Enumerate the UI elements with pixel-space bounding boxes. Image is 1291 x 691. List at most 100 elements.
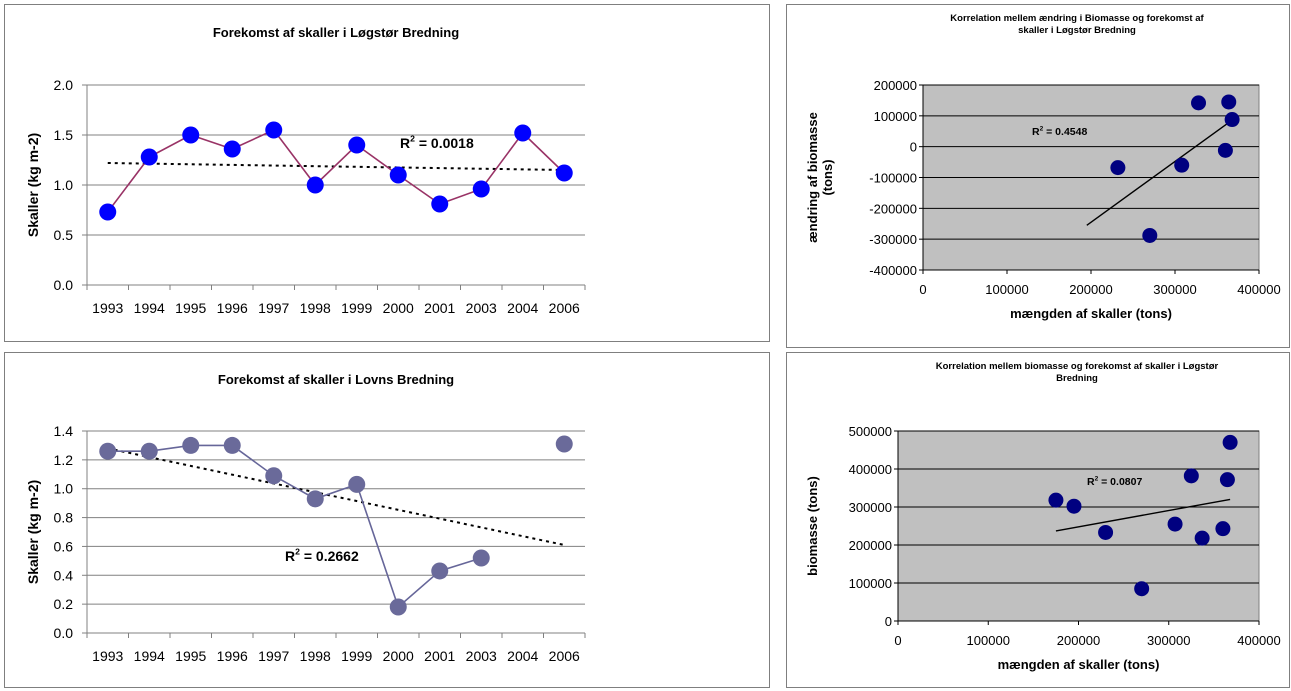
x-tick-label: 2003 xyxy=(466,300,497,316)
x-tick-label: 1996 xyxy=(217,300,248,316)
data-point xyxy=(265,121,283,139)
data-point xyxy=(1224,112,1240,128)
r2-label: R2 = 0.0018 xyxy=(400,134,474,151)
y-axis-label: biomasse (tons) xyxy=(805,476,820,576)
y-tick-label: 0.8 xyxy=(54,510,74,526)
y-tick-label: 400000 xyxy=(849,462,892,477)
chart-svg: Forekomst af skaller i Lovns Bredning 0.0… xyxy=(25,372,586,664)
y-tick-label: 100000 xyxy=(849,576,892,591)
x-tick-label: 1996 xyxy=(217,648,248,664)
data-point xyxy=(555,435,573,453)
y-tick-label: 1.5 xyxy=(54,127,74,143)
x-axis-label: mængden af skaller (tons) xyxy=(1010,306,1172,321)
data-point xyxy=(1219,472,1235,488)
data-point xyxy=(1221,94,1237,110)
chart-title: Forekomst af skaller i Løgstør Bredning xyxy=(213,25,459,40)
data-point xyxy=(182,126,200,144)
y-tick-label: 2.0 xyxy=(54,77,74,93)
x-tick-label: 200000 xyxy=(1069,282,1112,297)
data-point xyxy=(140,148,158,166)
x-tick-label: 2006 xyxy=(549,300,580,316)
x-tick-label: 1995 xyxy=(175,300,206,316)
trendline xyxy=(1055,498,1231,532)
data-point xyxy=(431,562,449,580)
y-tick-label: 0 xyxy=(885,614,892,629)
y-tick-label: 200000 xyxy=(849,538,892,553)
series-line xyxy=(107,129,565,213)
data-point xyxy=(348,136,366,154)
data-point xyxy=(1048,492,1064,508)
trendline xyxy=(107,447,565,546)
data-point xyxy=(1215,521,1231,537)
data-point xyxy=(555,164,573,182)
r2-label: R2 = 0.2662 xyxy=(285,547,359,564)
x-tick-label: 200000 xyxy=(1057,633,1100,648)
y-tick-label: -300000 xyxy=(869,232,917,247)
x-tick-label: 1997 xyxy=(258,300,289,316)
data-point xyxy=(182,436,200,454)
data-point xyxy=(389,598,407,616)
x-tick-label: 100000 xyxy=(967,633,1010,648)
data-point xyxy=(306,490,324,508)
x-tick-label: 300000 xyxy=(1147,633,1190,648)
scatter-chart-change-biomass: Korrelation mellem ændring i Biomasse og… xyxy=(786,4,1290,348)
x-tick-label: 400000 xyxy=(1237,633,1280,648)
y-tick-label: -400000 xyxy=(869,263,917,278)
y-tick-label: -200000 xyxy=(869,201,917,216)
chart-title: Forekomst af skaller i Lovns Bredning xyxy=(218,372,454,387)
y-tick-label: 100000 xyxy=(874,109,917,124)
line-chart-lovns: Forekomst af skaller i Lovns Bredning 0.0… xyxy=(4,352,770,688)
data-point xyxy=(306,176,324,194)
data-point xyxy=(99,442,117,460)
y-tick-label: 1.0 xyxy=(54,177,74,193)
x-tick-label: 2001 xyxy=(424,648,455,664)
y-axis-label: ændring af biomasse xyxy=(805,112,820,243)
x-axis-label: mængden af skaller (tons) xyxy=(998,657,1160,672)
data-point xyxy=(140,442,158,460)
scatter-chart-biomass: Korrelation mellem biomasse og forekomst… xyxy=(786,352,1290,688)
plot-area xyxy=(897,430,1260,622)
data-point xyxy=(1142,227,1158,243)
y-tick-label: 0.0 xyxy=(54,625,74,641)
data-point xyxy=(1183,468,1199,484)
data-point xyxy=(514,124,532,142)
data-point xyxy=(1217,142,1233,158)
data-point xyxy=(389,166,407,184)
x-tick-label: 1998 xyxy=(300,648,331,664)
y-tick-label: 0.6 xyxy=(54,538,74,554)
y-tick-label: 1.0 xyxy=(54,481,74,497)
y-tick-label: 300000 xyxy=(849,500,892,515)
r2-label: R2 = 0.4548 xyxy=(1032,125,1087,138)
x-tick-label: 400000 xyxy=(1237,282,1280,297)
x-tick-label: 1994 xyxy=(134,648,165,664)
x-tick-label: 1999 xyxy=(341,300,372,316)
data-point xyxy=(223,140,241,158)
chart-title: skaller i Løgstør Bredning xyxy=(1018,25,1136,36)
y-axis-label: Skaller (kg m-2) xyxy=(25,480,41,584)
x-tick-label: 0 xyxy=(919,282,926,297)
x-tick-label: 0 xyxy=(894,633,901,648)
chart-title: Korrelation mellem ændring i Biomasse og… xyxy=(950,13,1204,24)
y-tick-label: 0.0 xyxy=(54,277,74,293)
chart-title: Korrelation mellem biomasse og forekomst… xyxy=(936,361,1219,372)
chart-svg: Korrelation mellem ændring i Biomasse og… xyxy=(805,13,1281,321)
data-point xyxy=(472,180,490,198)
chart-svg: Korrelation mellem biomasse og forekomst… xyxy=(805,361,1281,672)
trendline xyxy=(1086,118,1235,226)
y-tick-label: -100000 xyxy=(869,171,917,186)
data-point xyxy=(1098,524,1114,540)
x-tick-label: 2000 xyxy=(383,648,414,664)
data-point xyxy=(99,203,117,221)
line-chart-logstor: Forekomst af skaller i Løgstør Bredning 0… xyxy=(4,4,770,342)
x-tick-label: 1993 xyxy=(92,300,123,316)
trendline xyxy=(107,162,565,171)
x-tick-label: 2003 xyxy=(466,648,497,664)
x-tick-label: 300000 xyxy=(1153,282,1196,297)
x-tick-label: 1999 xyxy=(341,648,372,664)
x-tick-label: 1997 xyxy=(258,648,289,664)
y-tick-label: 0 xyxy=(910,140,917,155)
chart-svg: Forekomst af skaller i Løgstør Bredning 0… xyxy=(25,25,586,316)
data-point xyxy=(223,436,241,454)
r2-label: R2 = 0.0807 xyxy=(1087,475,1142,488)
data-point xyxy=(1194,530,1210,546)
